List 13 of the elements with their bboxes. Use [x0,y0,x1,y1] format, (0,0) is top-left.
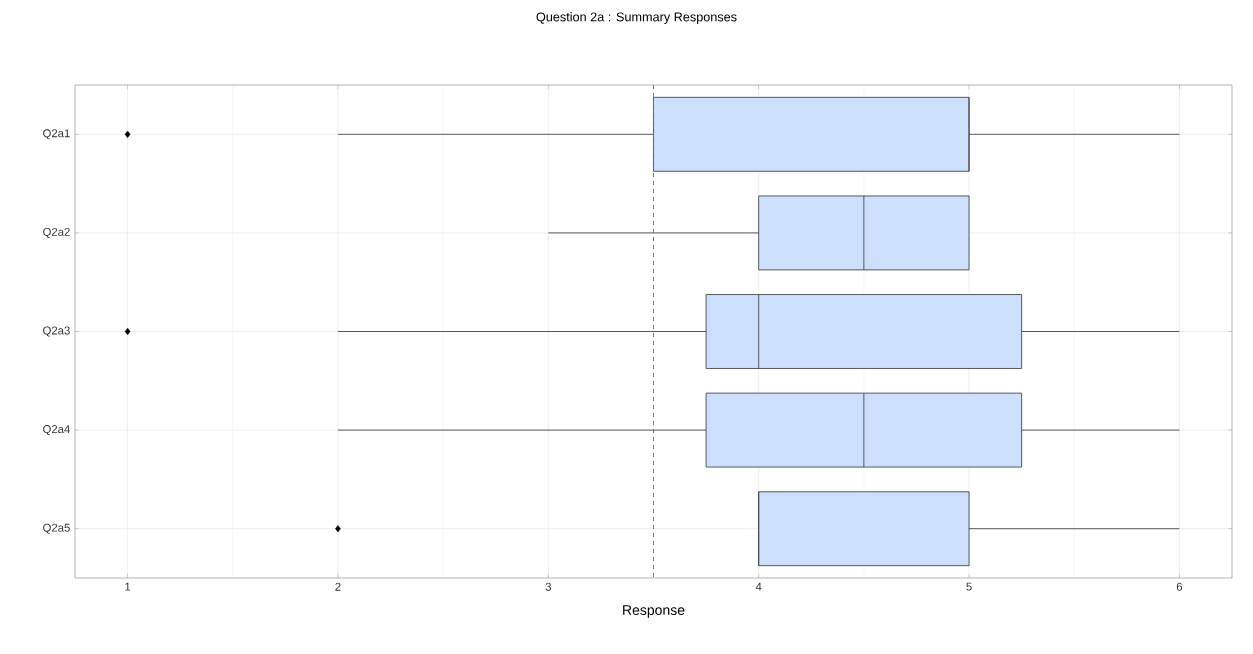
y-tick-label: Q2a5 [43,523,70,534]
x-axis-title: Response [623,605,685,618]
y-tick-label: Q2a2 [43,227,70,238]
y-tick-label: Q2a1 [43,129,70,140]
x-tick-label: 6 [1176,582,1183,591]
x-tick-label: 3 [545,582,551,591]
y-tick-label: Q2a3 [43,326,70,337]
x-tick-label: 1 [125,582,131,591]
x-tick-label: 4 [755,582,762,591]
chart-title: Question 2a : Summary Responses [536,12,737,24]
x-tick-label: 2 [335,582,341,591]
y-tick-label: Q2a4 [43,425,70,436]
x-tick-label: 5 [966,582,972,591]
